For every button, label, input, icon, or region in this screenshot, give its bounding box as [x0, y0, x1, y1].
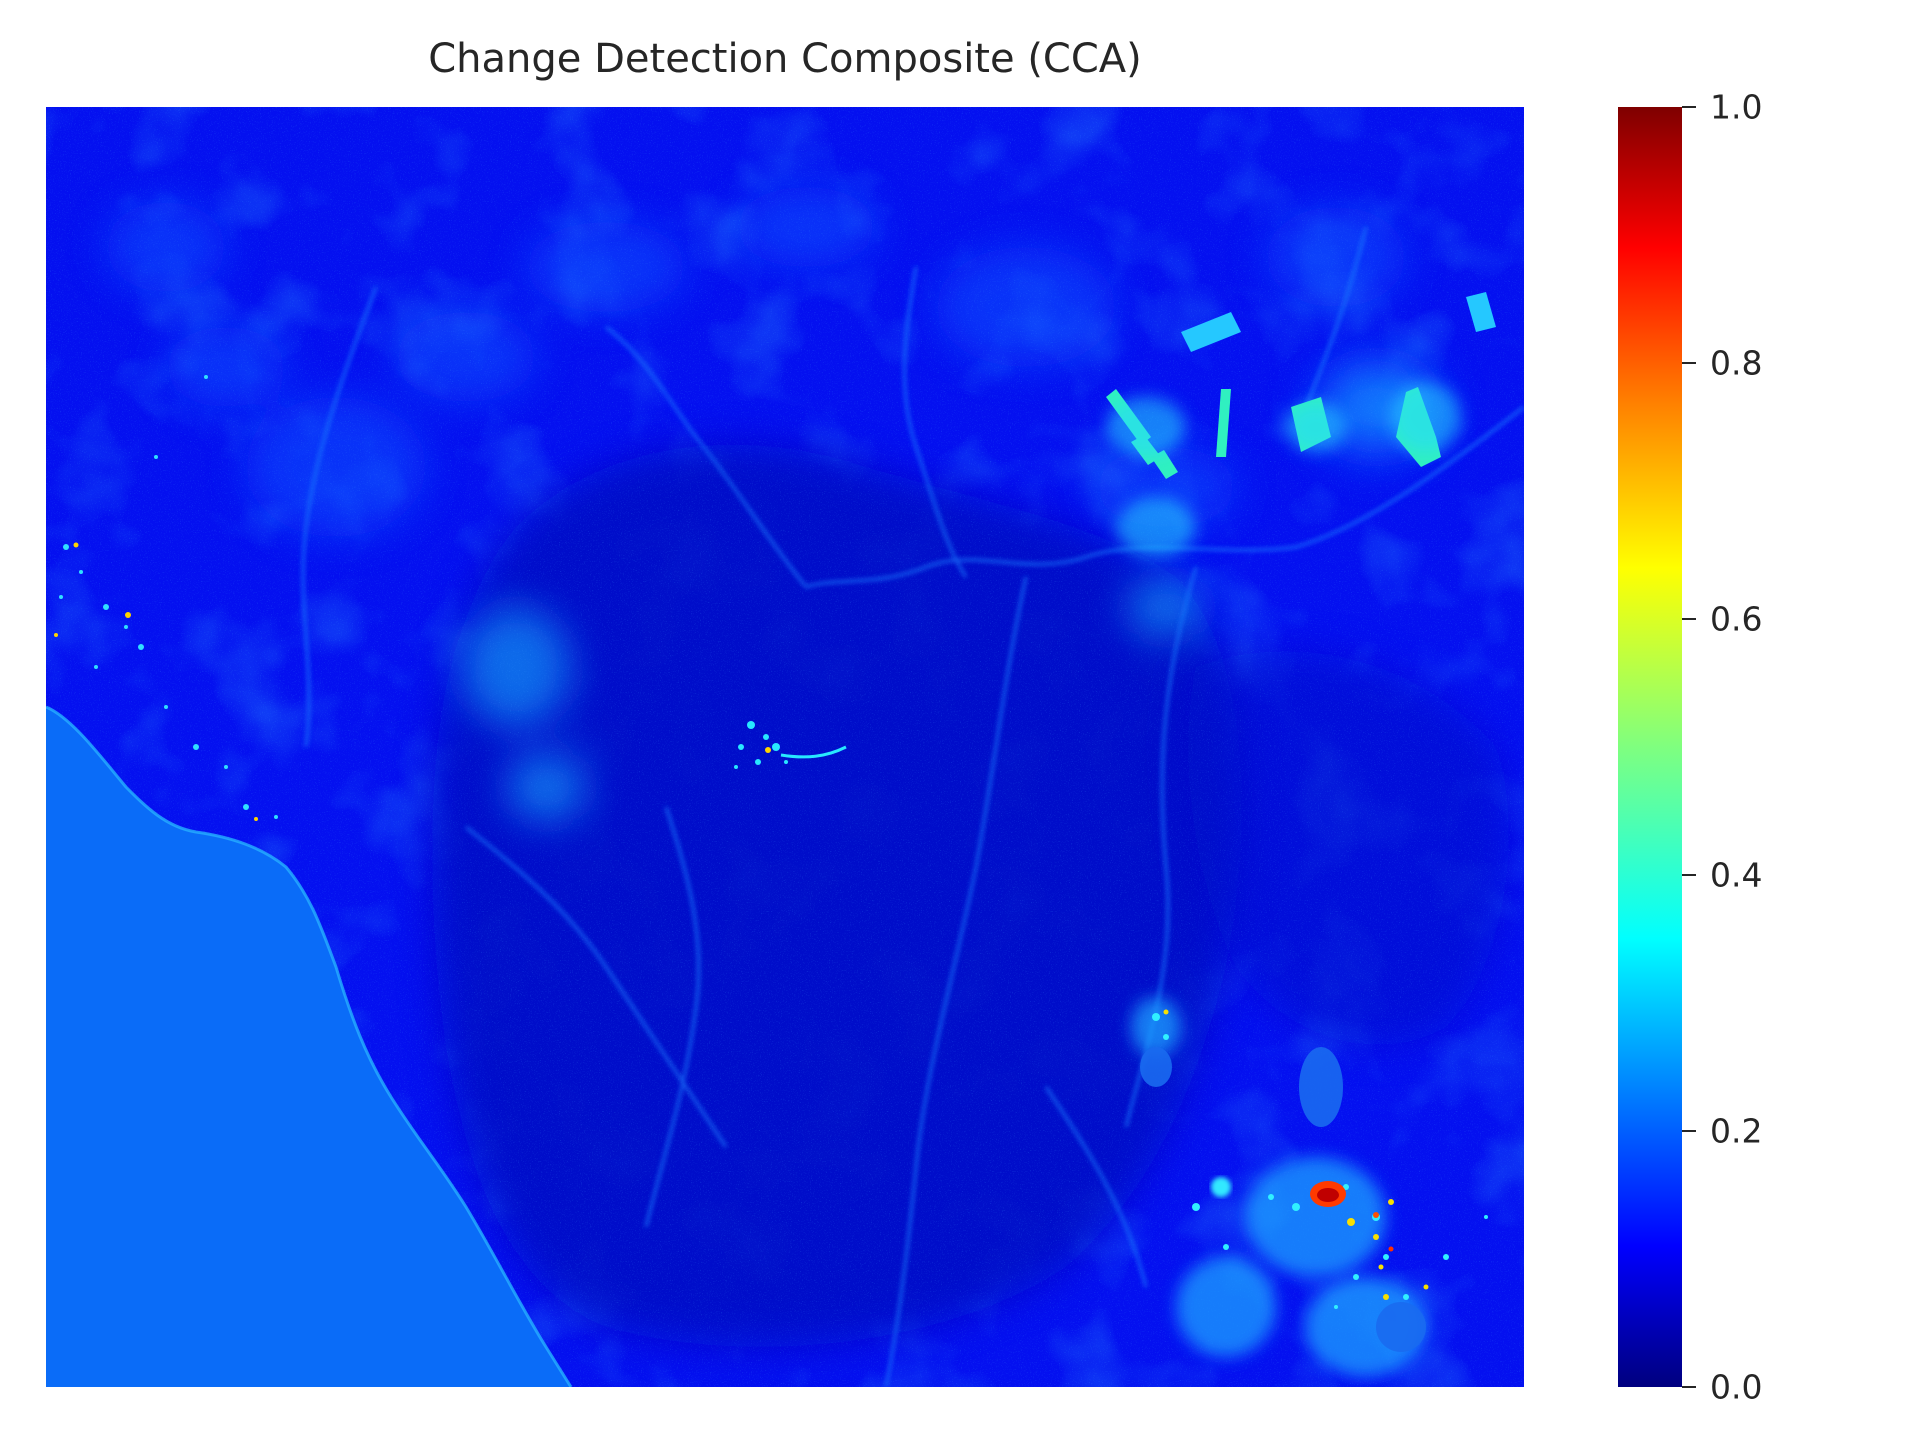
colorbar-tick-mark [1682, 362, 1696, 364]
colorbar-gradient [1618, 107, 1682, 1387]
central-hot-pixel [765, 747, 771, 753]
south-town-glow [1131, 997, 1426, 1377]
coastal-speckles [59, 375, 278, 819]
central-river [780, 745, 847, 759]
coastal-yellow-speckles [54, 542, 258, 821]
central-town [734, 721, 788, 769]
colorbar-tick-mark [1682, 1386, 1696, 1388]
colorbar-tick-mark [1682, 1130, 1696, 1132]
colorbar-tick-mark [1682, 874, 1696, 876]
sea-area [46, 707, 571, 1387]
colorbar-tick-label: 0.4 [1710, 855, 1763, 895]
south-speckles [1152, 1013, 1488, 1309]
south-lakes [1140, 1047, 1426, 1352]
south-yellow-speckles [1163, 1009, 1429, 1300]
south-hot-spot [1310, 1181, 1394, 1252]
river-network [301, 226, 1524, 1387]
colorbar-tick-mark [1682, 618, 1696, 620]
east-isolated-bright [1211, 1177, 1231, 1197]
colorbar-tick-label: 1.0 [1710, 87, 1763, 127]
plot-title: Change Detection Composite (CCA) [428, 36, 1142, 82]
colorbar-tick-label: 0.0 [1710, 1367, 1763, 1407]
colorbar-tick-mark [1682, 106, 1696, 108]
change-detection-map [46, 107, 1524, 1387]
colorbar-tick-label: 0.6 [1710, 599, 1763, 639]
colorbar-tick-label: 0.2 [1710, 1111, 1763, 1151]
colorbar-tick-label: 0.8 [1710, 343, 1763, 383]
coastline [46, 705, 573, 1387]
field-glow [1106, 382, 1461, 557]
colorbar [1618, 107, 1682, 1387]
